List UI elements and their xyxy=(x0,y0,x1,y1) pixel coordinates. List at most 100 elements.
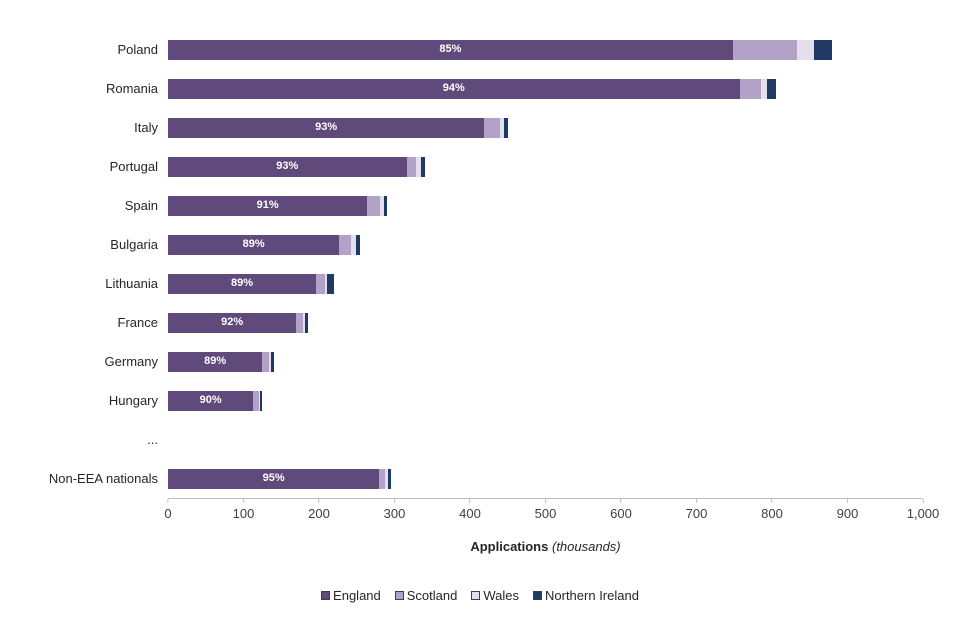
tick-label: 300 xyxy=(383,506,406,521)
bar-track: 94% xyxy=(168,78,923,99)
bar-track xyxy=(168,430,923,450)
category-label: France xyxy=(117,315,158,330)
legend-label: Northern Ireland xyxy=(545,588,639,603)
x-axis: 0 100 200 300 400 500 600 700 800 900 1,000 xyxy=(164,498,939,525)
x-axis-title-note: (thousands) xyxy=(551,539,621,554)
bar-segment-england: 94% xyxy=(168,78,740,99)
x-axis-tick: 500 xyxy=(534,499,557,521)
bar-segment-northern-ireland xyxy=(327,273,335,294)
bar-track: 89% xyxy=(168,351,923,372)
bar-percentage-label: 94% xyxy=(442,82,465,94)
legend-item-northern-ireland: Northern Ireland xyxy=(533,588,639,603)
chart-row: Lithuania 89% xyxy=(0,264,960,303)
bar-segment-wales xyxy=(760,78,767,99)
bar-segment-wales xyxy=(796,39,814,60)
chart-row: Hungary 90% xyxy=(0,381,960,420)
bar-segment-northern-ireland xyxy=(503,117,508,138)
bar-track: 91% xyxy=(168,195,923,216)
bar-segment-england: 89% xyxy=(168,273,316,294)
bar-segment-northern-ireland xyxy=(813,39,833,60)
x-axis-tick: 700 xyxy=(685,499,708,521)
category-label: Portugal xyxy=(109,159,158,174)
bar-track: 85% xyxy=(168,39,923,60)
bar-segment-england: 89% xyxy=(168,234,340,255)
category-label: Italy xyxy=(134,120,158,135)
tick-label: 800 xyxy=(761,506,783,521)
legend-item-wales: Wales xyxy=(471,588,519,603)
bar-segment-scotland xyxy=(739,78,761,99)
bar-segment-england: 92% xyxy=(168,312,297,333)
bar-track: 93% xyxy=(168,156,923,177)
tick-mark xyxy=(167,499,169,503)
legend-label: Wales xyxy=(483,588,519,603)
tick-mark xyxy=(922,499,924,503)
bar-percentage-label: 90% xyxy=(199,394,222,406)
legend-swatch-icon xyxy=(471,591,481,600)
tick-mark xyxy=(318,499,320,503)
tick-mark xyxy=(695,499,697,503)
chart-row: Portugal 93% xyxy=(0,147,960,186)
chart-row: Bulgaria 89% xyxy=(0,225,960,264)
bar-segment-england: 93% xyxy=(168,156,407,177)
x-axis-tick: 0 xyxy=(164,499,172,521)
bar-segment-northern-ireland xyxy=(271,351,274,372)
bar-percentage-label: 89% xyxy=(230,277,253,289)
x-axis-tick: 200 xyxy=(308,499,330,521)
bar-segment-scotland xyxy=(406,156,417,177)
bar-percentage-label: 91% xyxy=(256,199,279,211)
bar-segment-england: 93% xyxy=(168,117,485,138)
chart-row: Romania 94% xyxy=(0,69,960,108)
bar-track: 95% xyxy=(168,468,923,489)
chart-row: Spain 91% xyxy=(0,186,960,225)
bar-track: 92% xyxy=(168,312,923,333)
bar-track: 90% xyxy=(168,390,923,411)
tick-label: 100 xyxy=(232,506,255,521)
bar-track: 93% xyxy=(168,117,923,138)
tick-label: 700 xyxy=(685,506,708,521)
bar-segment-wales xyxy=(385,468,388,489)
category-label: ... xyxy=(147,432,158,447)
x-axis-tick: 300 xyxy=(383,499,406,521)
legend-item-england: England xyxy=(321,588,381,603)
bar-percentage-label: 95% xyxy=(262,472,285,484)
legend-label: Scotland xyxy=(406,588,458,603)
bar-segment-england: 90% xyxy=(168,390,254,411)
bar-segment-england: 85% xyxy=(168,39,733,60)
bar-segment-wales xyxy=(269,351,272,372)
bar-segment-northern-ireland xyxy=(387,468,391,489)
bar-segment-scotland xyxy=(339,234,352,255)
x-axis-title: Applications (thousands) xyxy=(168,539,923,554)
legend-label: England xyxy=(333,588,381,603)
tick-label: 200 xyxy=(308,506,330,521)
bar-percentage-label: 89% xyxy=(242,238,265,250)
legend-swatch-icon xyxy=(533,591,542,600)
bar-percentage-label: 93% xyxy=(315,121,338,133)
tick-mark xyxy=(846,499,848,503)
bar-segment-scotland xyxy=(253,390,259,411)
tick-label: 500 xyxy=(534,506,557,521)
bar-segment-northern-ireland xyxy=(305,312,308,333)
tick-mark xyxy=(771,499,773,503)
tick-label: 0 xyxy=(164,506,172,521)
bar-track: 89% xyxy=(168,234,923,255)
bar-segment-northern-ireland xyxy=(420,156,425,177)
tick-label: 900 xyxy=(836,506,859,521)
bar-segment-england: 95% xyxy=(168,468,380,489)
plot-area: Poland 85% Romania 94% Italy 93% Portugal 93% Sp… xyxy=(0,30,960,498)
tick-mark xyxy=(620,499,622,503)
bar-segment-wales xyxy=(380,195,384,216)
tick-label: 600 xyxy=(610,506,632,521)
chart-row: France 92% xyxy=(0,303,960,342)
tick-mark xyxy=(469,499,471,503)
chart-legend: England Scotland Wales Northern Ireland xyxy=(0,588,960,603)
bar-track: 89% xyxy=(168,273,923,294)
category-label: Hungary xyxy=(108,393,158,408)
bar-segment-northern-ireland xyxy=(355,234,361,255)
bar-segment-wales xyxy=(416,156,421,177)
category-label: Spain xyxy=(124,198,158,213)
legend-swatch-icon xyxy=(321,591,331,600)
legend-item-scotland: Scotland xyxy=(394,588,458,603)
bar-segment-northern-ireland xyxy=(766,78,776,99)
chart-row: Non-EEA nationals 95% xyxy=(0,459,960,498)
